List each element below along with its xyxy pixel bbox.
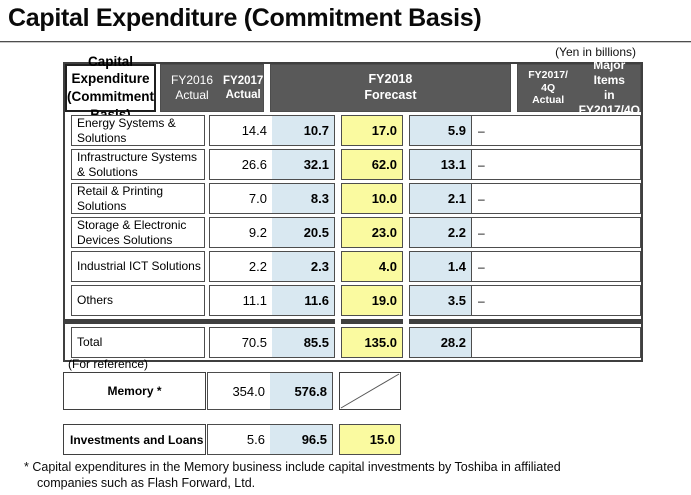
header-fy2017: FY2017 Actual (223, 65, 264, 111)
header-4q-group: FY2017/ 4Q Actual Major Items in FY2017/… (516, 58, 641, 117)
total-major-items-value (471, 328, 640, 357)
fy2017-value: 8.3 (272, 184, 334, 213)
total-fy2016-value: 70.5 (210, 328, 272, 357)
fy2017-4q-value: 2.2 (410, 218, 471, 247)
fy2017-4q-value: 3.5 (410, 286, 471, 315)
major-items-value: – (471, 286, 640, 315)
header-fy2018-forecast: FY2018 Forecast (270, 64, 511, 112)
row-label: Industrial ICT Solutions (71, 251, 205, 282)
total-divider (65, 319, 641, 324)
fy2016-value: 11.1 (210, 286, 272, 315)
fy2018-forecast-value: 19.0 (341, 285, 403, 316)
fy2017-4q-value: 5.9 (410, 116, 471, 145)
investments-fy2017-value: 96.5 (270, 425, 332, 454)
memory-row: Memory * 354.0 576.8 (63, 372, 401, 410)
major-items-value: – (471, 252, 640, 281)
total-fy2017-value: 85.5 (272, 328, 334, 357)
fy2018-forecast-value: 23.0 (341, 217, 403, 248)
for-reference-label: (For reference) (68, 357, 149, 371)
fy2017-value: 10.7 (272, 116, 334, 145)
table-row: Industrial ICT Solutions 2.2 2.3 4.0 1.4… (65, 251, 641, 282)
footnote-line-2: companies such as Flash Forward, Ltd. (37, 475, 256, 490)
table-row: Energy Systems & Solutions 14.4 10.7 17.… (65, 115, 641, 146)
row-label: Storage & Electronic Devices Solutions (71, 217, 205, 248)
fy2017-value: 2.3 (272, 252, 334, 281)
memory-fy2016-value: 354.0 (208, 373, 270, 409)
row-label: Infrastructure Systems & Solutions (71, 149, 205, 180)
unit-note: (Yen in billions) (555, 45, 636, 59)
total-label: Total (71, 327, 205, 358)
investments-row: Investments and Loans 5.6 96.5 15.0 (63, 424, 401, 455)
header-fy2016: FY2016 Actual (161, 65, 223, 111)
investments-fy2016-value: 5.6 (208, 425, 270, 454)
memory-fy2017-value: 576.8 (270, 373, 332, 409)
fy2018-forecast-value: 17.0 (341, 115, 403, 146)
footnote: * Capital expenditures in the Memory bus… (24, 460, 561, 491)
fy2017-value: 32.1 (272, 150, 334, 179)
row-label: Energy Systems & Solutions (71, 115, 205, 146)
fy2016-value: 7.0 (210, 184, 272, 213)
header-fy2017-4q: FY2017/ 4Q Actual (517, 65, 579, 111)
header-row-label: Capital Expenditure (Commitment Basis) (65, 54, 156, 122)
fy2016-value: 2.2 (210, 252, 272, 281)
total-fy2018-forecast-value: 135.0 (341, 327, 403, 358)
fy2016-value: 26.6 (210, 150, 272, 179)
total-row: Total 70.5 85.5 135.0 28.2 (65, 327, 641, 358)
page-title: Capital Expenditure (Commitment Basis) (8, 4, 482, 32)
table-row: Storage & Electronic Devices Solutions 9… (65, 217, 641, 248)
major-items-value: – (471, 116, 640, 145)
fy2018-forecast-value: 62.0 (341, 149, 403, 180)
capex-table: Capital Expenditure (Commitment Basis) F… (63, 54, 643, 362)
title-divider (0, 41, 691, 43)
fy2016-value: 14.4 (210, 116, 272, 145)
row-label: Others (71, 285, 205, 316)
header-actuals-group: FY2016 Actual FY2017 Actual (160, 64, 265, 112)
fy2018-forecast-value: 4.0 (341, 251, 403, 282)
major-items-value: – (471, 184, 640, 213)
memory-label: Memory * (63, 372, 206, 410)
investments-label: Investments and Loans (63, 424, 206, 455)
row-label: Retail & Printing Solutions (71, 183, 205, 214)
total-fy2017-4q-value: 28.2 (410, 328, 471, 357)
table-header-row: Capital Expenditure (Commitment Basis) F… (65, 54, 641, 122)
table-row: Retail & Printing Solutions 7.0 8.3 10.0… (65, 183, 641, 214)
diagonal-line-icon (340, 373, 400, 409)
fy2017-4q-value: 1.4 (410, 252, 471, 281)
table-row: Infrastructure Systems & Solutions 26.6 … (65, 149, 641, 180)
fy2017-value: 11.6 (272, 286, 334, 315)
footnote-line-1: * Capital expenditures in the Memory bus… (24, 460, 561, 474)
major-items-value: – (471, 150, 640, 179)
fy2018-forecast-value: 10.0 (341, 183, 403, 214)
header-major-items: Major Items in FY2017/4Q (578, 58, 640, 117)
major-items-value: – (471, 218, 640, 247)
fy2017-value: 20.5 (272, 218, 334, 247)
fy2017-4q-value: 13.1 (410, 150, 471, 179)
fy2016-value: 9.2 (210, 218, 272, 247)
investments-fy2018-forecast-value: 15.0 (339, 424, 401, 455)
fy2017-4q-value: 2.1 (410, 184, 471, 213)
not-applicable-cell (339, 372, 401, 410)
table-row: Others 11.1 11.6 19.0 3.5 – (65, 285, 641, 316)
